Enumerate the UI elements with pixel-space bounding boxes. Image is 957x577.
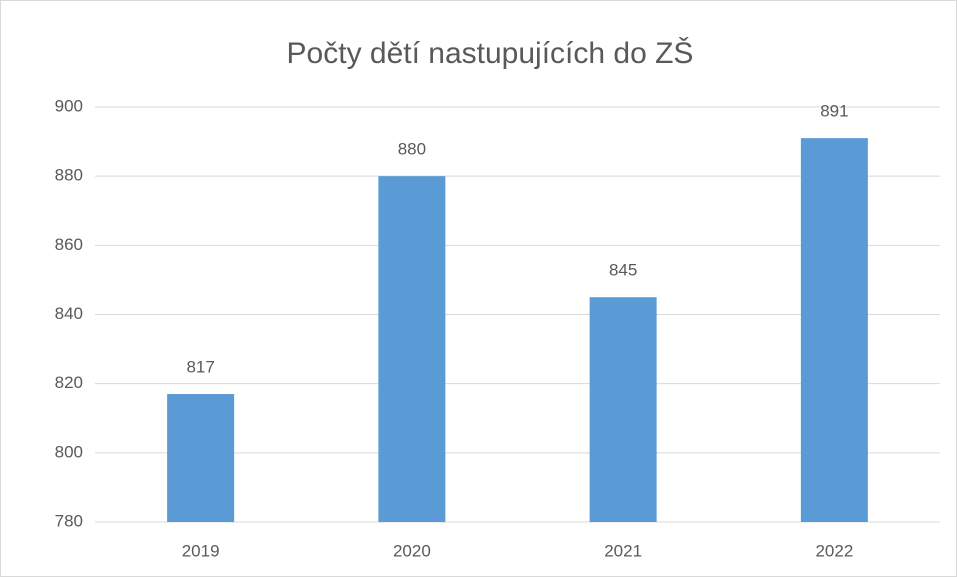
chart-title: Počty dětí nastupujících do ZŠ [287,36,694,70]
data-label: 817 [186,358,214,377]
x-tick-label: 2022 [815,541,853,560]
x-tick-label: 2020 [393,541,431,560]
x-tick-label: 2019 [182,541,220,560]
y-tick-label: 800 [55,442,83,461]
bar [167,394,235,522]
y-tick-label: 860 [55,235,83,254]
data-label: 880 [398,140,426,159]
bar [378,176,446,522]
bar [589,297,657,522]
y-tick-label: 820 [55,373,83,392]
x-tick-label: 2021 [604,541,642,560]
data-label: 845 [609,261,637,280]
y-tick-label: 780 [55,511,83,530]
y-tick-label: 880 [55,166,83,185]
data-label: 891 [820,102,848,121]
bar [800,138,868,522]
y-tick-label: 840 [55,304,83,323]
y-tick-label: 900 [55,96,83,115]
